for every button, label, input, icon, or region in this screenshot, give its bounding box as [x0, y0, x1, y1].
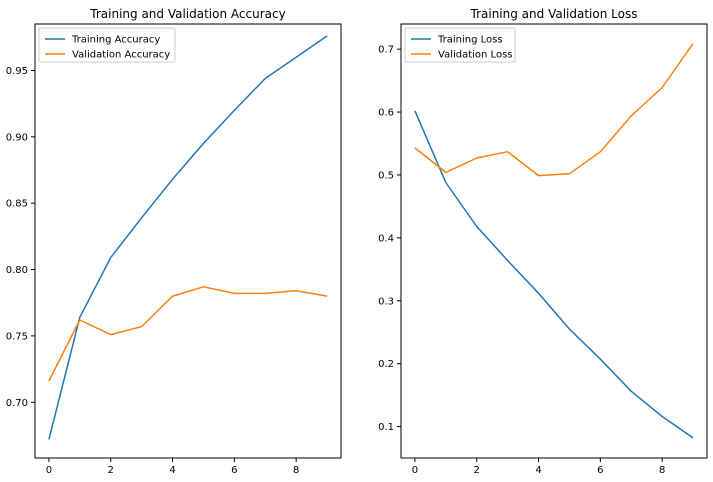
loss-ytick-label: 0.1 — [378, 422, 394, 433]
accuracy-series-training-line — [48, 35, 328, 440]
loss-xtick-label: 6 — [597, 465, 603, 476]
loss-ytick-label: 0.5 — [378, 170, 394, 181]
loss-chart-title: Training and Validation Loss — [470, 7, 638, 21]
accuracy-xtick-label: 4 — [169, 465, 175, 476]
accuracy-ytick-label: 0.85 — [6, 199, 28, 210]
accuracy-ytick-label: 0.95 — [6, 66, 28, 77]
loss-ytick-label: 0.7 — [378, 45, 394, 56]
accuracy-xtick-label: 8 — [293, 465, 299, 476]
accuracy-series-validation-line — [48, 286, 328, 382]
accuracy-ytick-label: 0.70 — [6, 398, 28, 409]
accuracy-ticks: 0 2 4 6 8 0.70 0.75 0.80 0.85 0.90 0.95 — [6, 66, 300, 476]
loss-ytick-label: 0.4 — [378, 233, 394, 244]
loss-plot-frame — [400, 23, 708, 459]
loss-ytick-label: 0.6 — [378, 108, 394, 119]
accuracy-chart-title: Training and Validation Accuracy — [89, 7, 285, 21]
accuracy-lines — [48, 35, 328, 440]
loss-legend: Training Loss Validation Loss — [404, 27, 516, 63]
accuracy-xtick-label: 6 — [231, 465, 237, 476]
loss-xtick-label: 8 — [659, 465, 665, 476]
loss-series-validation-line — [414, 43, 694, 177]
loss-legend-box — [404, 27, 516, 63]
loss-xtick-label: 2 — [474, 465, 480, 476]
accuracy-legend-label: Validation Accuracy — [72, 50, 170, 61]
loss-legend-label: Training Loss — [437, 35, 503, 46]
accuracy-legend: Training Accuracy Validation Accuracy — [38, 27, 176, 63]
loss-xtick-label: 0 — [412, 465, 418, 476]
accuracy-chart: Training and Validation Accuracy 0 2 4 6 8 0.… — [6, 7, 342, 476]
loss-series-training-line — [414, 110, 694, 439]
loss-ytick-label: 0.2 — [378, 359, 394, 370]
accuracy-xtick-label: 0 — [46, 465, 52, 476]
accuracy-ytick-label: 0.75 — [6, 331, 28, 342]
loss-ticks: 0 2 4 6 8 0.1 0.2 0.3 0.4 0.5 0.6 0.7 — [378, 45, 665, 476]
loss-chart: Training and Validation Loss 0 2 4 6 8 0.1 0.2… — [378, 7, 708, 476]
loss-xtick-label: 4 — [535, 465, 541, 476]
accuracy-xtick-label: 2 — [108, 465, 114, 476]
accuracy-ytick-label: 0.80 — [6, 265, 28, 276]
loss-legend-label: Validation Loss — [438, 50, 513, 61]
loss-ytick-label: 0.3 — [378, 296, 394, 307]
accuracy-ytick-label: 0.90 — [6, 132, 28, 143]
accuracy-legend-box — [38, 27, 176, 63]
accuracy-plot-frame — [34, 23, 342, 459]
loss-lines — [414, 43, 694, 439]
accuracy-legend-label: Training Accuracy — [71, 35, 160, 46]
